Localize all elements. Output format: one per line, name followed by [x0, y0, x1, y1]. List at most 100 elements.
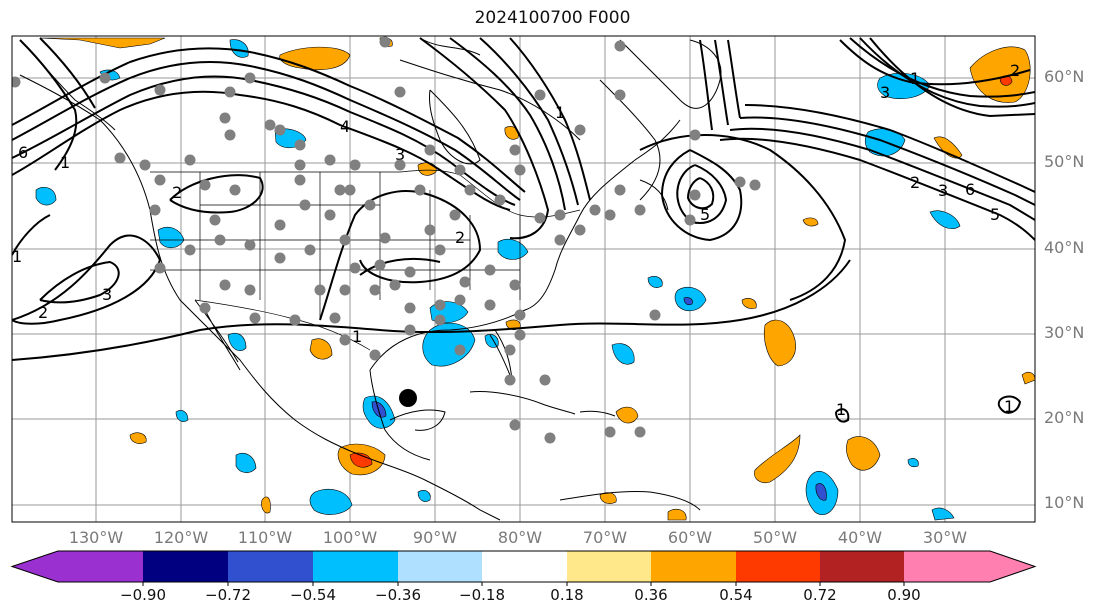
contour-line: [12, 75, 516, 206]
contour-label: 4: [340, 117, 350, 136]
station-dot: [209, 214, 221, 226]
station-dot: [374, 259, 386, 271]
station-dot: [394, 159, 406, 171]
station-dot: [344, 184, 356, 196]
positive-anomaly-patch: [1021, 371, 1035, 385]
gulf-coast: [369, 119, 681, 371]
positive-anomaly-patch: [667, 508, 687, 521]
contour-label: 3: [880, 83, 890, 102]
contour-label: 2: [172, 183, 182, 202]
station-dot: [534, 212, 546, 224]
lon-label-100w: 100°W: [322, 528, 378, 547]
station-dot: [509, 279, 521, 291]
weather-map: 1 2 3 1 2 3 4 6 1 1 3 2 3 6 5 2 1 1 1 5 …: [11, 35, 1036, 523]
contour-line: [479, 37, 579, 206]
negative-anomaly-patch: [157, 227, 185, 249]
contour-line: [12, 61, 521, 201]
station-dot: [214, 234, 226, 246]
lon-label-120w: 120°W: [153, 528, 209, 547]
colorbar-tick-label: −0.54: [290, 586, 336, 604]
station-dot: [454, 294, 466, 306]
mexico-east-coast: [369, 369, 431, 461]
station-dot: [199, 302, 211, 314]
alaska-coast: [19, 39, 116, 131]
contour-line: [12, 90, 511, 211]
station-dot: [494, 194, 506, 206]
contour-label: 3: [395, 145, 405, 164]
positive-anomaly-patch: [741, 298, 757, 309]
station-dot: [514, 329, 526, 341]
station-dot: [649, 309, 661, 321]
station-dot: [634, 426, 646, 438]
station-dot: [414, 184, 426, 196]
station-dot: [369, 284, 381, 296]
station-dot: [274, 124, 286, 136]
contour-line: [699, 39, 741, 131]
contour-line: [729, 127, 1035, 221]
hispaniola: [579, 410, 616, 417]
contour-label: 3: [102, 285, 112, 304]
station-dot: [349, 262, 361, 274]
observation-stations: [12, 36, 761, 444]
station-dot: [749, 179, 761, 191]
contour-line: [839, 37, 1035, 98]
station-dot: [554, 209, 566, 221]
lat-label-50n: 50°N: [1044, 152, 1085, 171]
contour-line: [859, 37, 1035, 108]
negative-anomaly-patch: [371, 401, 387, 418]
station-dot: [224, 129, 236, 141]
negative-anomaly-patch: [815, 483, 827, 501]
station-dot: [484, 299, 496, 311]
station-dot: [459, 276, 471, 288]
negative-anomaly-patch: [175, 410, 189, 422]
station-dot: [574, 124, 586, 136]
yucatan: [389, 409, 446, 431]
storm-center-marker: [399, 389, 417, 407]
station-dot: [434, 244, 446, 256]
station-dot: [244, 239, 256, 251]
station-dot: [224, 86, 236, 98]
contour-label: 1: [60, 153, 70, 172]
positive-anomaly-patch: [349, 452, 373, 468]
station-dot: [379, 232, 391, 244]
station-dot: [554, 234, 566, 246]
lat-label-20n: 20°N: [1044, 408, 1085, 427]
station-dot: [339, 334, 351, 346]
station-dot: [394, 86, 406, 98]
contour-label: 1: [555, 103, 565, 122]
station-dot: [614, 40, 626, 52]
contour-labels: 1 2 3 1 2 3 4 6 1 1 3 2 3 6 5 2 1 1 1 5 …: [12, 61, 1020, 419]
station-dot: [614, 89, 626, 101]
contour-label: 5: [700, 205, 710, 224]
contour-line: [639, 134, 847, 301]
labrador: [599, 79, 661, 201]
station-dot: [434, 299, 446, 311]
station-dot: [12, 76, 21, 88]
negative-anomaly-patch: [497, 239, 529, 260]
station-dot: [504, 374, 516, 386]
baja-california: [194, 299, 241, 371]
positive-anomaly-patch: [261, 496, 271, 514]
lat-lon-grid: [12, 36, 1035, 522]
contour-line: [660, 149, 743, 242]
contour-line: [39, 260, 120, 304]
positive-anomaly-patch: [129, 432, 147, 444]
contour-line: [419, 37, 550, 240]
positive-anomaly-patch: [39, 37, 166, 49]
positive-anomaly-patch: [309, 338, 333, 360]
contour-label: 2: [910, 173, 920, 192]
contour-label: 6: [18, 143, 28, 162]
station-dot: [614, 184, 626, 196]
lon-label-50w: 50°W: [752, 528, 798, 547]
contour-label: 1: [1004, 397, 1014, 416]
contour-line: [12, 259, 851, 361]
contour-line: [739, 116, 1035, 206]
contour-label: 1: [836, 400, 846, 419]
south-america-north: [559, 491, 701, 511]
colorbar-tick-label: −0.36: [375, 586, 421, 604]
contour-line: [997, 395, 1022, 414]
station-dot: [689, 189, 701, 201]
negative-anomaly-patch: [235, 452, 257, 473]
contour-label: 6: [965, 180, 975, 199]
lon-label-110w: 110°W: [237, 528, 293, 547]
